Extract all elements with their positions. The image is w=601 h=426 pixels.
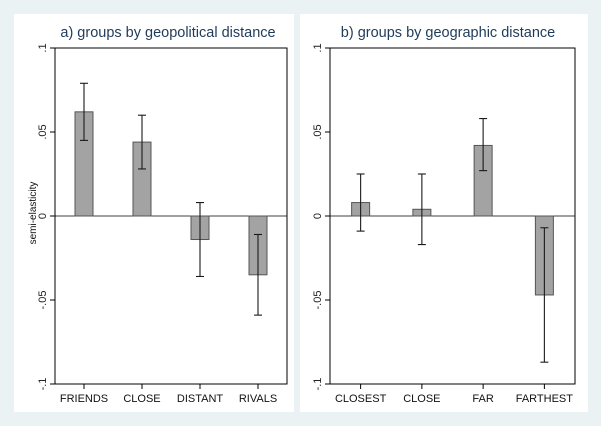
x-tick-label: RIVALS <box>239 393 277 405</box>
panel-background <box>14 14 294 412</box>
y-tick-label: -.1 <box>37 378 49 391</box>
x-tick-label: CLOSEST <box>335 393 387 405</box>
x-tick-label: CLOSE <box>403 393 440 405</box>
y-tick-label: .1 <box>312 43 324 52</box>
y-tick-label: 0 <box>312 213 324 219</box>
y-tick-label: -.05 <box>37 291 49 310</box>
y-tick-label: .1 <box>37 43 49 52</box>
y-tick-label: .05 <box>37 124 49 139</box>
x-tick-label: FARTHEST <box>516 393 574 405</box>
x-tick-label: FRIENDS <box>60 393 108 405</box>
x-tick-label: CLOSE <box>123 393 160 405</box>
y-axis-label: semi-elasticity <box>28 182 39 245</box>
x-tick-label: DISTANT <box>177 393 224 405</box>
y-axis-ticks: .1 .05 0 -.05 -.1 <box>37 43 55 390</box>
bar-marks <box>351 118 554 363</box>
chart-title: b) groups by geographic distance <box>341 25 555 41</box>
y-axis-ticks: .1 .05 0 -.05 -.1 <box>312 43 330 390</box>
y-tick-label: .05 <box>312 124 324 139</box>
chart-title: a) groups by geopolitical distance <box>60 25 275 41</box>
y-tick-label: 0 <box>37 213 49 219</box>
x-axis-ticks: FRIENDS CLOSE DISTANT RIVALS <box>60 384 277 405</box>
x-tick-label: FAR <box>472 393 493 405</box>
bar-marks <box>74 82 268 316</box>
y-tick-label: -.1 <box>312 378 324 391</box>
panel-geopolitical: a) groups by geopolitical distance semi-… <box>14 14 294 412</box>
panel-geographic: b) groups by geographic distance .1 .05 0 -… <box>300 14 588 412</box>
panel-background <box>300 14 588 412</box>
x-axis-ticks: CLOSEST CLOSE FAR FARTHEST <box>335 384 573 405</box>
y-tick-label: -.05 <box>312 291 324 310</box>
